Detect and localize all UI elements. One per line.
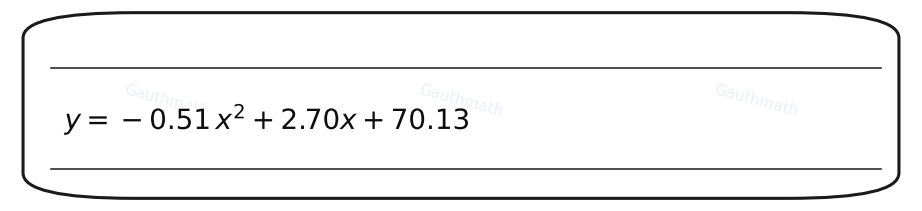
- FancyBboxPatch shape: [23, 13, 899, 198]
- Text: Gauthmath: Gauthmath: [123, 83, 209, 120]
- Text: Gauthmath: Gauthmath: [713, 83, 799, 120]
- Text: Gauthmath: Gauthmath: [418, 83, 504, 120]
- Text: $y = -0.51\,x^{2} + 2.70x + 70.13$: $y = -0.51\,x^{2} + 2.70x + 70.13$: [65, 101, 470, 137]
